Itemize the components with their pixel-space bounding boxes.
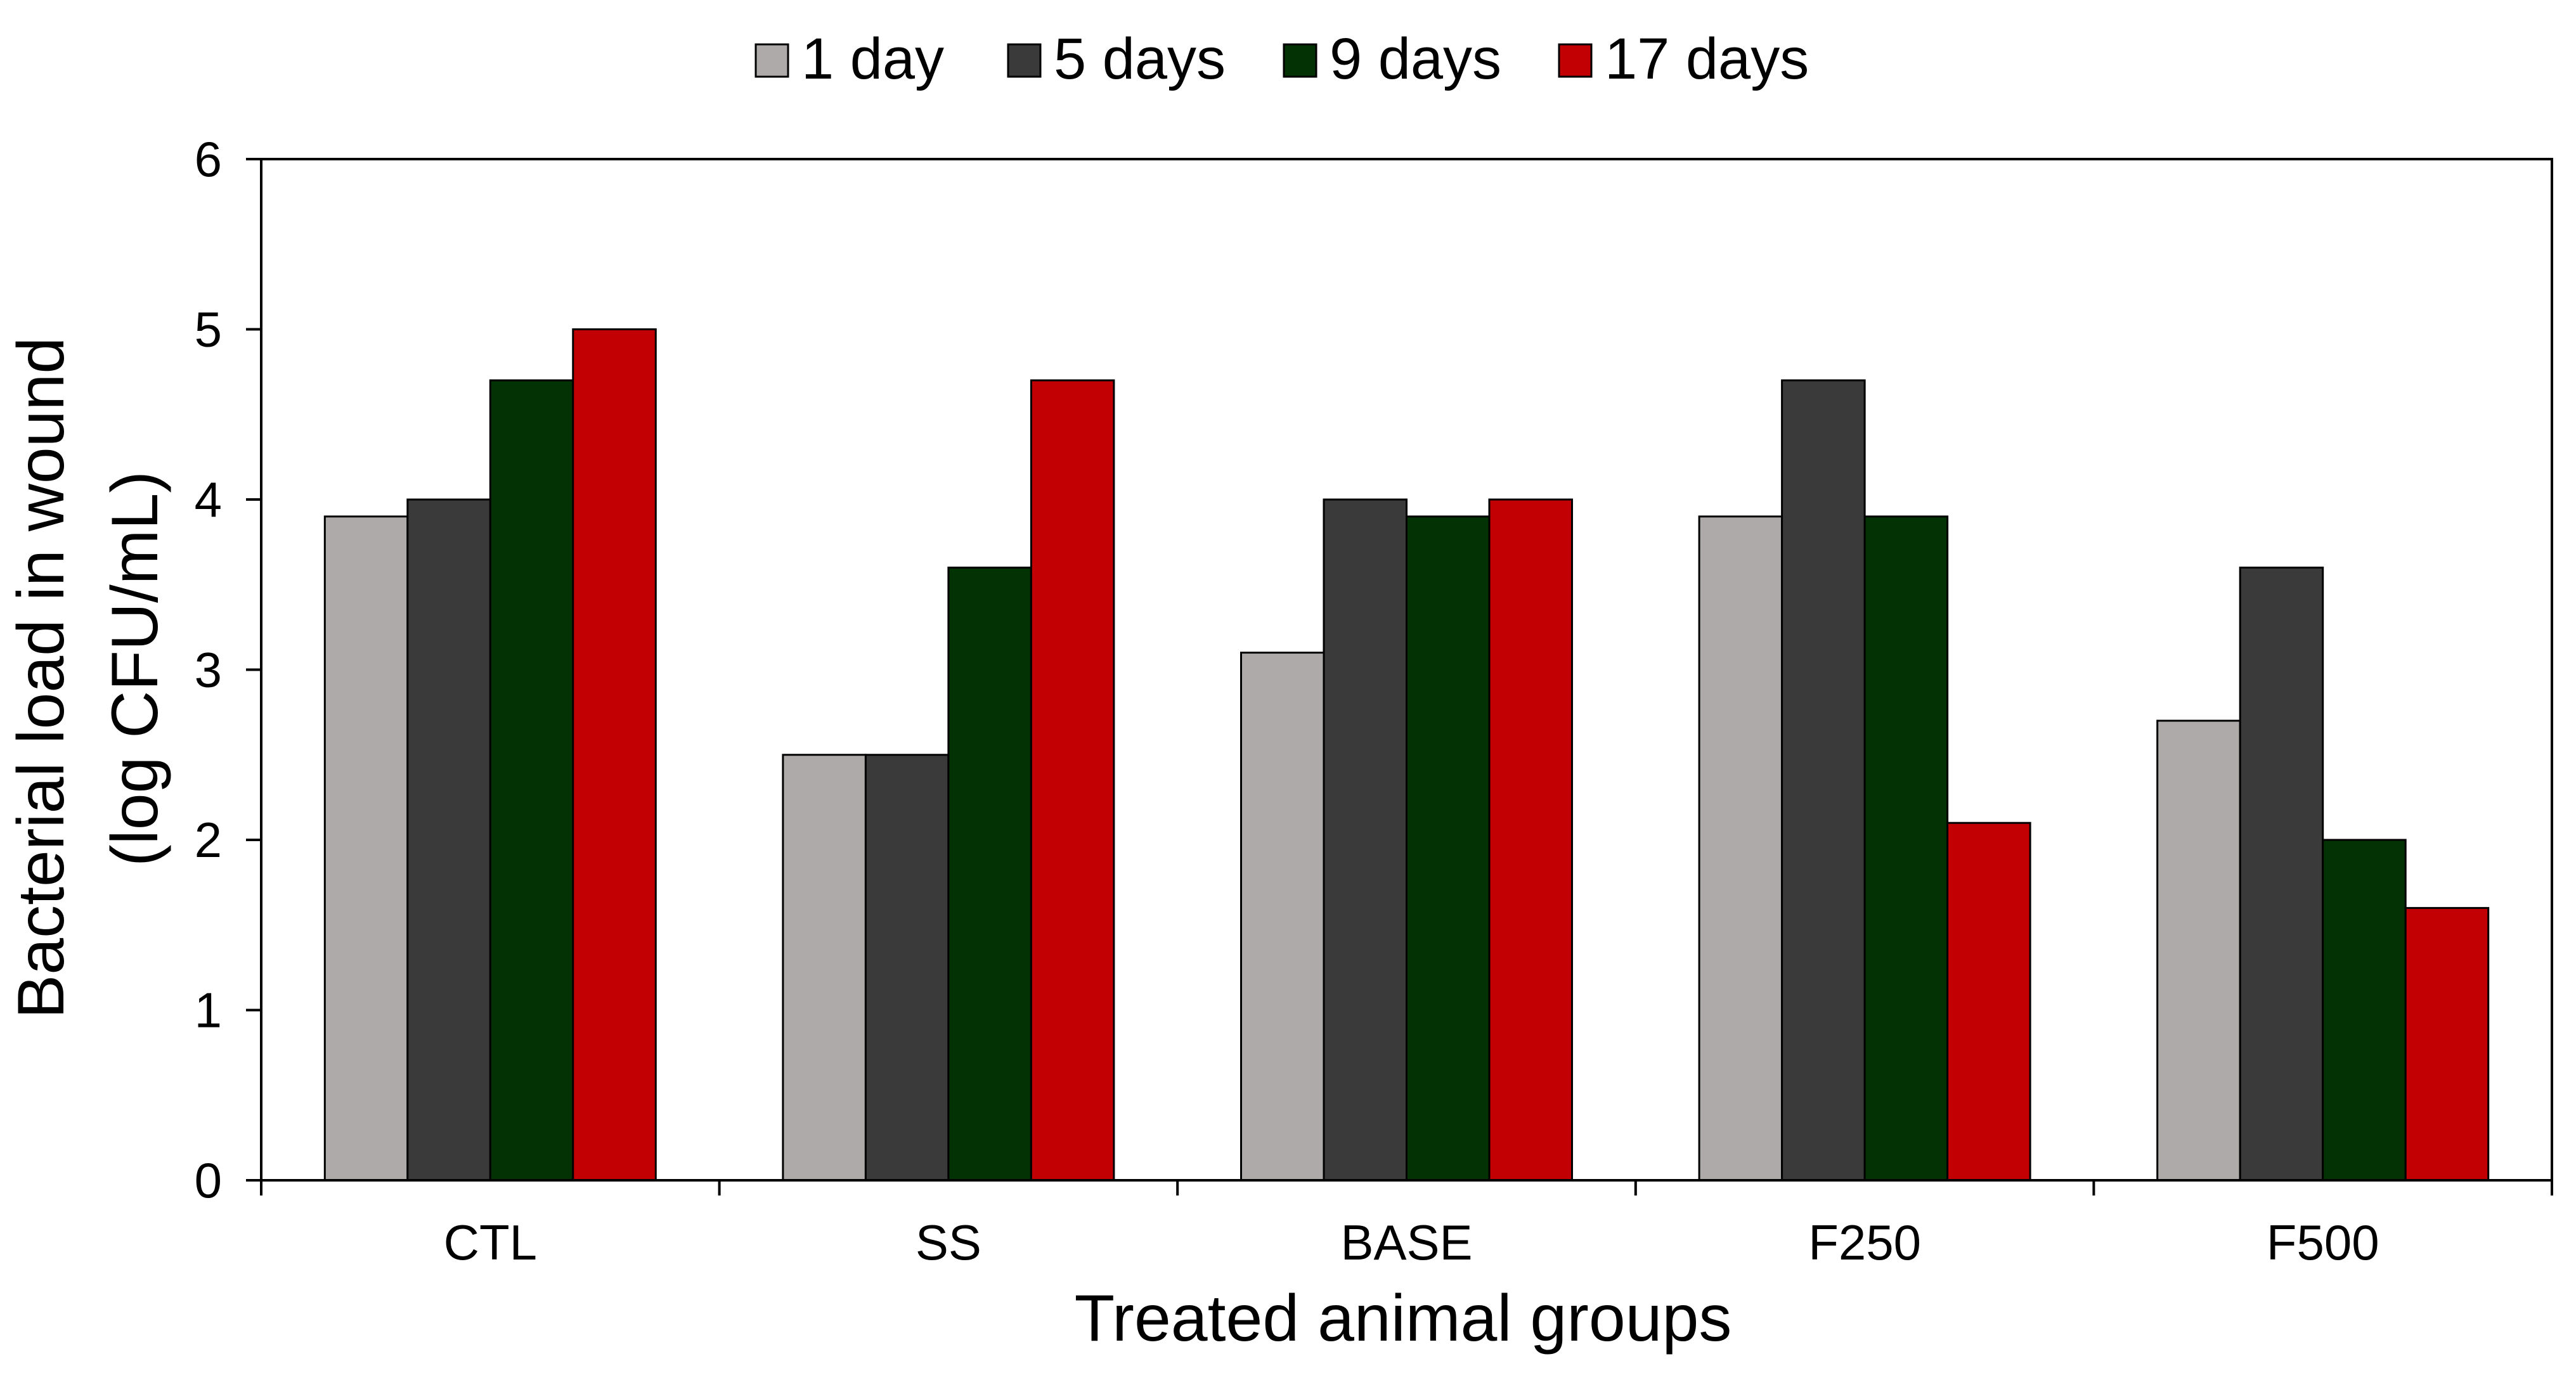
- y-tick-label: 2: [195, 812, 222, 868]
- y-axis-label-line2: (log CFU/mL): [98, 471, 172, 867]
- axes-group: 0 1 2 3 4 5 6 CTL SS BASE F250 F500: [195, 131, 2553, 1270]
- y-tick-label: 5: [195, 302, 222, 358]
- bar-f500-5-days: [2239, 566, 2324, 1182]
- x-tick-label-base: BASE: [1340, 1215, 1472, 1270]
- bar-base-5-days: [1323, 498, 1408, 1182]
- bar-ctl-5-days: [406, 498, 491, 1182]
- legend-label-9-days: 9 days: [1330, 27, 1501, 91]
- bar-f250-9-days: [1863, 515, 1949, 1182]
- y-tick-label: 4: [195, 472, 222, 527]
- bar-f500-9-days: [2322, 839, 2407, 1182]
- bar-base-17-days: [1488, 498, 1573, 1182]
- legend: 1 day 5 days 9 days 17 days: [754, 27, 1809, 91]
- bar-f250-17-days: [1946, 822, 2031, 1182]
- bar-ctl-17-days: [572, 328, 657, 1182]
- bar-ss-1-day: [782, 754, 867, 1182]
- legend-label-5-days: 5 days: [1054, 27, 1226, 91]
- bar-f250-5-days: [1781, 379, 1866, 1182]
- y-tick-label: 3: [195, 642, 222, 698]
- bar-f500-17-days: [2404, 906, 2490, 1182]
- bar-base-9-days: [1406, 515, 1491, 1182]
- x-tick-label-f250: F250: [1808, 1215, 1921, 1270]
- bar-ss-17-days: [1030, 379, 1115, 1182]
- bar-base-1-day: [1240, 652, 1325, 1182]
- legend-swatch-5-days: [1007, 43, 1042, 78]
- y-tick-label: 1: [195, 983, 222, 1038]
- bar-f500-1-day: [2156, 719, 2241, 1182]
- bar-ss-5-days: [864, 754, 950, 1182]
- bar-ss-9-days: [947, 566, 1032, 1182]
- x-tick-label-f500: F500: [2267, 1215, 2379, 1270]
- bar-ctl-9-days: [489, 379, 574, 1182]
- bar-ctl-1-day: [323, 515, 409, 1182]
- legend-swatch-17-days: [1558, 43, 1593, 78]
- legend-swatch-1-day: [754, 43, 789, 78]
- x-tick-label-ss: SS: [916, 1215, 981, 1270]
- legend-swatch-9-days: [1283, 43, 1317, 78]
- y-tick-label: 0: [195, 1152, 222, 1208]
- legend-label-1-day: 1 day: [801, 27, 944, 91]
- y-axis-label: Bacterial load in wound (log CFU/mL): [4, 319, 172, 1019]
- bar-f250-1-day: [1698, 515, 1783, 1182]
- y-axis-label-line1: Bacterial load in wound: [4, 337, 78, 1019]
- bars-group: [323, 328, 2490, 1182]
- legend-label-17-days: 17 days: [1605, 27, 1809, 91]
- x-axis-label: Treated animal groups: [1075, 1282, 1732, 1355]
- y-tick-label: 6: [195, 131, 222, 187]
- x-tick-label-ctl: CTL: [444, 1215, 537, 1270]
